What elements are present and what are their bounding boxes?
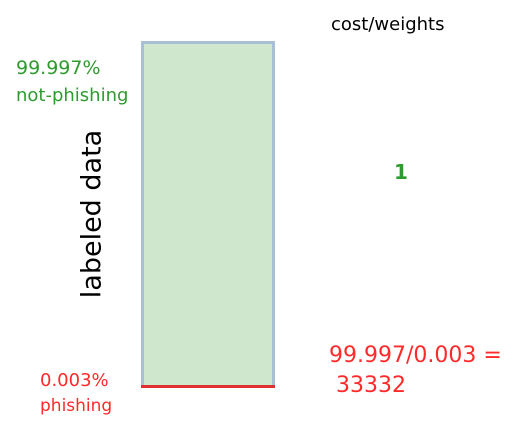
phishing-percent-label: 0.003% (40, 370, 109, 391)
not-phishing-class-label: not-phishing (16, 85, 129, 106)
not-phishing-weight: 1 (394, 160, 408, 184)
phishing-weight-formula: 99.997/0.003 = (329, 343, 502, 368)
not-phishing-bar-segment (141, 41, 275, 385)
phishing-weight-value: 33332 (336, 373, 406, 398)
phishing-bar-segment (141, 385, 275, 388)
not-phishing-percent-label: 99.997% (16, 57, 101, 79)
labeled-data-axis-label: labeled data (76, 129, 108, 299)
cost-weights-header: cost/weights (331, 14, 445, 35)
phishing-class-label: phishing (40, 396, 113, 416)
